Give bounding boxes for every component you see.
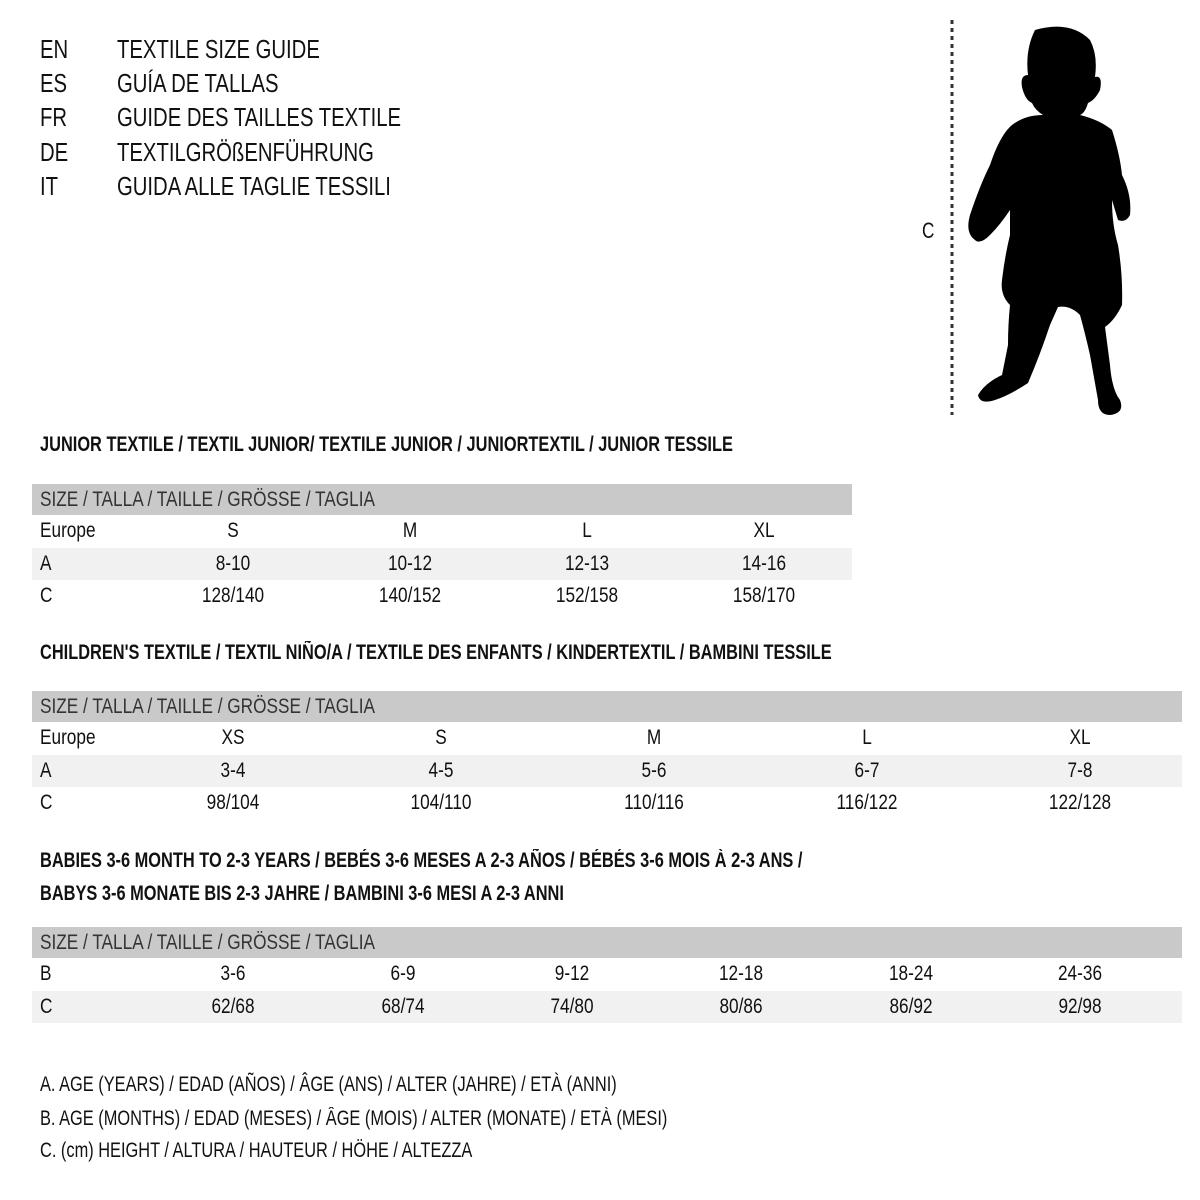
row-label: Europe — [40, 519, 96, 542]
table-row: Europe XS S M L XL — [32, 722, 1182, 755]
table-cell: 3-6 — [220, 962, 246, 985]
table-cell: 9-12 — [554, 962, 590, 985]
size-table: SIZE / TALLA / TAILLE / GRÖSSE / TAGLIA B… — [32, 927, 1182, 1023]
table-header: SIZE / TALLA / TAILLE / GRÖSSE / TAGLIA — [40, 488, 375, 511]
table-cell: 6-9 — [390, 962, 416, 985]
guide-title: TEXTILGRÖßENFÜHRUNG — [117, 137, 374, 167]
table-cell: 24-36 — [1057, 962, 1103, 985]
table-cell: L — [862, 726, 872, 749]
table-cell: 12-13 — [564, 551, 610, 575]
table-row: A 8-10 10-12 12-13 14-16 — [32, 547, 852, 580]
legend-b: B. AGE (MONTHS) / EDAD (MESES) / ÂGE (MO… — [40, 1107, 668, 1130]
table-cell: 128/140 — [201, 584, 265, 607]
table-cell: 80/86 — [719, 994, 763, 1018]
table-cell: S — [227, 519, 239, 542]
lang-code: IT — [40, 171, 59, 201]
child-silhouette-icon — [950, 20, 1131, 416]
table-row: C 62/68 68/74 74/80 80/86 86/92 92/98 — [32, 990, 1182, 1023]
table-cell: M — [646, 726, 662, 749]
section-title-line2: BABYS 3-6 MONATE BIS 2-3 JAHRE / BAMBINI… — [40, 882, 564, 905]
table-cell: 7-8 — [1067, 758, 1093, 782]
table-cell: 92/98 — [1058, 994, 1102, 1018]
table-cell: 116/122 — [836, 791, 898, 814]
table-header: SIZE / TALLA / TAILLE / GRÖSSE / TAGLIA — [40, 931, 375, 954]
table-row: C 98/104 104/110 110/116 116/122 122/128 — [32, 787, 1182, 820]
guide-title: GUIDA ALLE TAGLIE TESSILI — [117, 171, 391, 201]
row-label: C — [40, 791, 53, 814]
table-cell: M — [402, 519, 418, 542]
row-label: C — [40, 994, 53, 1018]
table-cell: S — [435, 726, 447, 749]
table-header-row: SIZE / TALLA / TAILLE / GRÖSSE / TAGLIA — [32, 484, 852, 515]
table-cell: 4-5 — [428, 758, 454, 782]
table-cell: 5-6 — [641, 758, 667, 782]
table-cell: 74/80 — [550, 994, 594, 1018]
guide-title: TEXTILE SIZE GUIDE — [117, 34, 320, 64]
legend-c: C. (cm) HEIGHT / ALTURA / HAUTEUR / HÖHE… — [40, 1139, 473, 1162]
table-cell: 110/116 — [624, 791, 684, 814]
table-cell: XL — [753, 519, 775, 542]
table-cell: 14-16 — [741, 551, 787, 575]
table-cell: 98/104 — [206, 791, 260, 814]
row-label: A — [40, 551, 52, 575]
lang-code: DE — [40, 137, 69, 167]
table-cell: 158/170 — [732, 584, 796, 607]
table-cell: 122/128 — [1048, 791, 1112, 814]
table-cell: 10-12 — [387, 551, 433, 575]
section-title: JUNIOR TEXTILE / TEXTIL JUNIOR/ TEXTILE … — [40, 433, 733, 456]
table-row: Europe S M L XL — [32, 515, 852, 548]
table-header-row: SIZE / TALLA / TAILLE / GRÖSSE / TAGLIA — [32, 927, 1182, 958]
table-row: C 128/140 140/152 152/158 158/170 — [32, 580, 852, 613]
table-cell: 6-7 — [854, 758, 880, 782]
row-label: Europe — [40, 726, 96, 749]
size-table: SIZE / TALLA / TAILLE / GRÖSSE / TAGLIA E… — [32, 691, 1182, 820]
size-table: SIZE / TALLA / TAILLE / GRÖSSE / TAGLIA E… — [32, 484, 852, 613]
table-row: B 3-6 6-9 9-12 12-18 18-24 24-36 — [32, 958, 1182, 991]
row-label: B — [40, 962, 52, 985]
row-label: A — [40, 758, 52, 782]
table-header-row: SIZE / TALLA / TAILLE / GRÖSSE / TAGLIA — [32, 691, 1182, 722]
table-cell: 140/152 — [378, 584, 442, 607]
row-label: C — [40, 584, 53, 607]
table-row: A 3-4 4-5 5-6 6-7 7-8 — [32, 754, 1182, 787]
table-cell: 3-4 — [220, 758, 246, 782]
table-cell: 8-10 — [215, 551, 251, 575]
table-cell: 68/74 — [381, 994, 425, 1018]
section-title: CHILDREN'S TEXTILE / TEXTIL NIÑO/A / TEX… — [40, 641, 832, 664]
table-cell: XS — [221, 726, 245, 749]
table-cell: 104/110 — [410, 791, 472, 814]
measure-label: C — [922, 218, 935, 243]
table-cell: 12-18 — [718, 962, 764, 985]
table-header: SIZE / TALLA / TAILLE / GRÖSSE / TAGLIA — [40, 695, 375, 718]
section-title: BABIES 3-6 MONTH TO 2-3 YEARS / BEBÉS 3-… — [40, 849, 803, 872]
table-cell: 86/92 — [889, 994, 933, 1018]
table-cell: 62/68 — [211, 994, 255, 1018]
table-cell: XL — [1069, 726, 1091, 749]
lang-code: FR — [40, 102, 68, 132]
table-cell: 152/158 — [555, 584, 619, 607]
table-cell: 18-24 — [888, 962, 934, 985]
guide-title: GUÍA DE TALLAS — [117, 68, 279, 98]
lang-code: ES — [40, 68, 68, 98]
legend-a: A. AGE (YEARS) / EDAD (AÑOS) / ÂGE (ANS)… — [40, 1073, 617, 1096]
guide-title: GUIDE DES TAILLES TEXTILE — [117, 102, 402, 132]
table-cell: L — [582, 519, 592, 542]
lang-code: EN — [40, 34, 69, 64]
